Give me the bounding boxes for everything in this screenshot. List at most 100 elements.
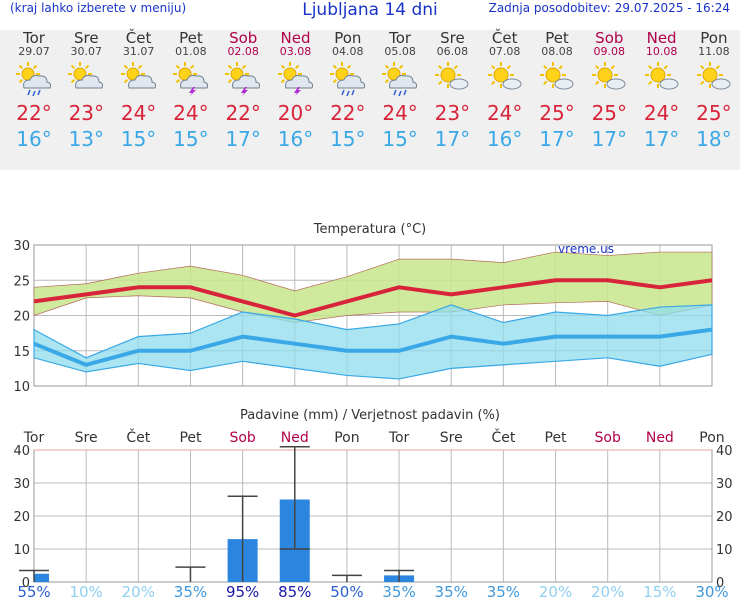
day-name: Tor	[23, 29, 45, 47]
x-tick-label: Sob	[229, 430, 255, 446]
x-tick-label: Sre	[75, 430, 98, 446]
day-name: Ned	[646, 29, 677, 47]
sun-cloud-storm-icon	[172, 62, 208, 96]
y-tick-label-left: 20	[13, 510, 30, 525]
y-tick-label: 20	[13, 310, 30, 325]
day-name: Tor	[389, 29, 412, 47]
day-column: Tor 29.07 22° 16°	[8, 30, 60, 150]
x-tick-label: Tor	[23, 430, 45, 446]
y-tick-label-right: 40	[716, 444, 733, 459]
temperature-chart: Temperatura (°C) 10 15 20 25 30 vreme.us	[13, 222, 713, 395]
temp-max: 22°	[330, 101, 366, 125]
day-date: 07.08	[488, 45, 521, 58]
day-column: Ned 10.08 24° 17°	[636, 30, 688, 150]
max-temp-line	[33, 278, 713, 318]
watermark: vreme.us	[558, 242, 614, 256]
precip-probability: 85%	[278, 583, 311, 600]
temp-max: 22°	[16, 101, 52, 125]
temp-min: 18°	[696, 127, 732, 151]
day-column: Sob 02.08 22° 17°	[217, 30, 269, 150]
x-tick-label: Pon	[699, 430, 724, 446]
temp-min: 16°	[277, 127, 314, 151]
precip-probability: 55%	[17, 583, 50, 600]
day-date: 31.07	[122, 45, 155, 58]
sun-cloud-rain-icon	[329, 62, 365, 96]
temp-min: 16°	[16, 127, 52, 151]
temp-min: 17°	[539, 127, 575, 151]
day-name: Sre	[440, 29, 465, 47]
day-name: Čet	[125, 29, 152, 47]
day-name: Sre	[74, 29, 99, 47]
day-date: 30.07	[70, 45, 103, 58]
x-tick-label: Ned	[646, 430, 674, 446]
day-column: Tor 05.08 24° 15°	[374, 30, 426, 150]
day-name: Sob	[595, 29, 624, 47]
precip-probability: 20%	[122, 583, 155, 600]
temp-max: 25°	[696, 101, 732, 125]
temp-max: 20°	[277, 101, 314, 125]
day-name: Sob	[229, 29, 258, 47]
day-date: 29.07	[18, 45, 50, 58]
temp-max: 24°	[120, 101, 157, 125]
day-name: Pon	[700, 29, 728, 47]
precip-probability: 35%	[435, 583, 468, 600]
sun-cloud-storm-icon	[277, 62, 313, 96]
sun-small-cloud-icon	[644, 62, 679, 90]
day-date: 11.08	[698, 45, 730, 58]
temp-max: 23°	[68, 101, 105, 125]
x-tick-label: Ned	[281, 430, 309, 446]
temp-max: 25°	[591, 101, 628, 125]
day-name: Ned	[280, 29, 311, 47]
y-tick-label-left: 40	[13, 444, 30, 459]
temp-max: 23°	[434, 101, 471, 125]
precip-probability: 50%	[330, 583, 363, 600]
precipitation-chart-title: Padavine (mm) / Verjetnost padavin (%)	[240, 408, 500, 423]
sun-small-cloud-icon	[696, 62, 731, 90]
day-name: Pet	[545, 29, 569, 47]
day-column: Čet 31.07 24° 15°	[113, 30, 165, 150]
x-tick-label: Tor	[388, 430, 410, 446]
y-tick-label: 10	[13, 380, 30, 395]
x-tick-label: Sre	[440, 430, 463, 446]
x-tick-label: Pet	[179, 430, 202, 446]
sun-cloud-storm-icon	[225, 62, 261, 96]
temp-max: 24°	[382, 101, 418, 125]
day-date: 09.08	[593, 45, 626, 58]
y-tick-label: 25	[13, 274, 30, 289]
temperature-chart-title: Temperatura (°C)	[313, 222, 426, 237]
daily-forecast-strip: Tor 29.07 22° 16° Sre 30.07 23° 13° Čet 31.07 24° 1…	[0, 30, 740, 170]
temp-min: 15°	[382, 127, 418, 151]
precipitation-chart: Padavine (mm) / Verjetnost padavin (%) To…	[13, 408, 733, 600]
precip-probability: 10%	[69, 583, 102, 600]
temp-max: 24°	[486, 101, 523, 125]
y-tick-label-right: 30	[716, 477, 733, 492]
day-column: Sre 30.07 23° 13°	[60, 30, 112, 150]
precip-probability: 15%	[643, 583, 676, 600]
location-menu-hint[interactable]: (kraj lahko izberete v meniju)	[10, 1, 187, 15]
sun-cloud-icon	[68, 62, 104, 89]
precip-probability: 30%	[695, 583, 728, 600]
temp-min: 17°	[434, 127, 471, 151]
day-date: 02.08	[227, 45, 259, 58]
temp-min: 17°	[225, 127, 261, 151]
day-column: Pon 04.08 22° 15°	[322, 30, 374, 150]
day-column: Pon 11.08 25° 18°	[688, 30, 740, 150]
temp-max: 24°	[643, 101, 680, 125]
temp-min: 17°	[643, 127, 680, 151]
day-date: 04.08	[332, 45, 364, 58]
y-tick-label: 15	[13, 345, 30, 360]
day-column: Čet 07.08 24° 16°	[479, 30, 531, 150]
sun-small-cloud-icon	[540, 62, 574, 90]
x-tick-label: Pon	[334, 430, 359, 446]
day-date: 08.08	[541, 45, 573, 58]
day-date: 05.08	[384, 45, 416, 58]
precip-probability: 95%	[226, 583, 259, 600]
page-header: (kraj lahko izberete v meniju) Ljubljana…	[0, 0, 740, 20]
x-tick-label: Čet	[126, 428, 150, 446]
temp-max: 22°	[225, 101, 261, 125]
precip-probability: 35%	[487, 583, 520, 600]
precip-probability: 20%	[591, 583, 624, 600]
sun-small-cloud-icon	[592, 62, 626, 90]
day-name: Pon	[334, 29, 362, 47]
y-tick-label-left: 0	[22, 576, 30, 591]
